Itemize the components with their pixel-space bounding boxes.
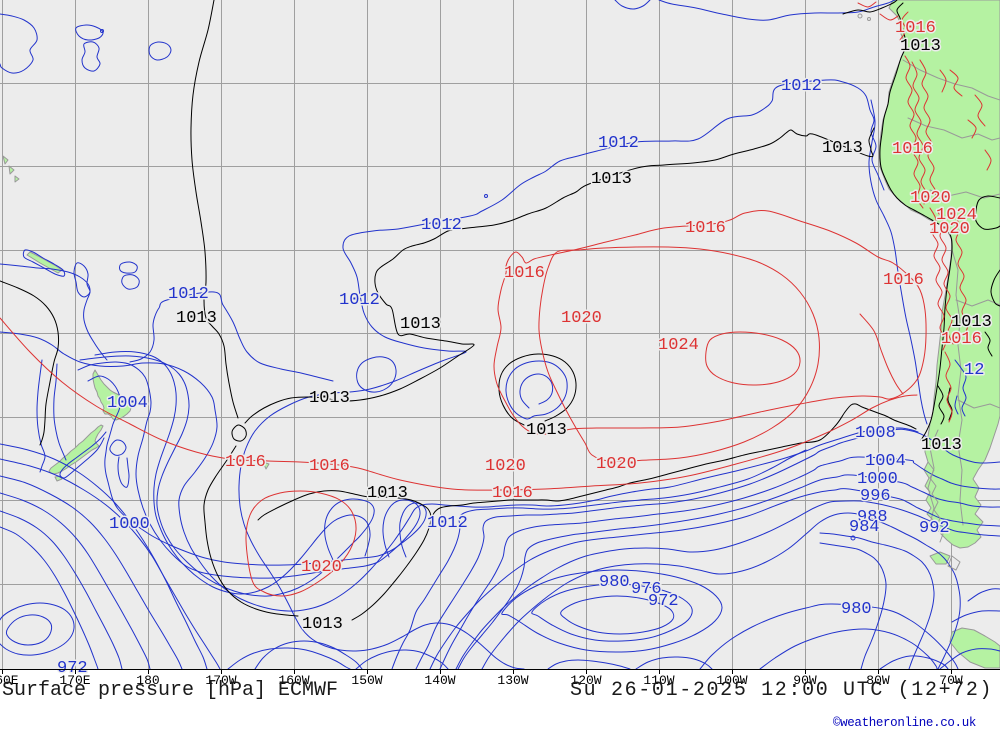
- svg-text:976: 976: [631, 580, 662, 599]
- svg-text:170W: 170W: [205, 673, 236, 688]
- svg-text:980: 980: [599, 573, 630, 592]
- svg-text:160W: 160W: [278, 673, 309, 688]
- svg-text:972: 972: [648, 592, 679, 611]
- svg-text:100W: 100W: [716, 673, 747, 688]
- svg-text:150W: 150W: [351, 673, 382, 688]
- svg-text:1013: 1013: [900, 37, 941, 56]
- svg-text:1016: 1016: [492, 484, 533, 503]
- svg-text:1020: 1020: [910, 189, 951, 208]
- svg-text:984: 984: [849, 518, 880, 537]
- svg-text:1016: 1016: [225, 453, 266, 472]
- svg-text:1000: 1000: [109, 515, 150, 534]
- svg-text:1016: 1016: [892, 140, 933, 159]
- svg-text:1020: 1020: [301, 558, 342, 577]
- svg-text:70W: 70W: [939, 673, 963, 688]
- svg-text:1012: 1012: [421, 216, 462, 235]
- svg-text:1013: 1013: [400, 315, 441, 334]
- svg-text:972: 972: [57, 659, 88, 678]
- svg-text:1012: 1012: [781, 77, 822, 96]
- svg-text:120W: 120W: [570, 673, 601, 688]
- svg-text:1024: 1024: [936, 206, 977, 225]
- svg-text:1016: 1016: [685, 219, 726, 238]
- svg-text:1020: 1020: [929, 220, 970, 239]
- svg-text:1012: 1012: [339, 291, 380, 310]
- svg-text:992: 992: [919, 519, 950, 538]
- svg-text:1013: 1013: [309, 389, 350, 408]
- svg-text:1008: 1008: [855, 424, 896, 443]
- svg-text:996: 996: [860, 487, 891, 506]
- svg-text:180: 180: [136, 673, 159, 688]
- svg-text:12: 12: [964, 361, 984, 380]
- svg-text:110W: 110W: [643, 673, 674, 688]
- svg-text:1012: 1012: [427, 514, 468, 533]
- svg-text:1013: 1013: [822, 139, 863, 158]
- svg-text:1013: 1013: [367, 484, 408, 503]
- svg-text:1004: 1004: [865, 452, 906, 471]
- svg-text:130W: 130W: [497, 673, 528, 688]
- svg-text:1020: 1020: [596, 455, 637, 474]
- svg-text:1013: 1013: [591, 170, 632, 189]
- svg-text:988: 988: [857, 508, 888, 527]
- svg-text:1016: 1016: [883, 271, 924, 290]
- svg-text:Surface pressure [hPa] ECMWF: Surface pressure [hPa] ECMWF: [2, 679, 338, 702]
- svg-text:1024: 1024: [658, 336, 699, 355]
- svg-text:1012: 1012: [598, 134, 639, 153]
- svg-text:1013: 1013: [921, 436, 962, 455]
- svg-text:80W: 80W: [866, 673, 890, 688]
- svg-text:1013: 1013: [176, 309, 217, 328]
- svg-text:90W: 90W: [793, 673, 817, 688]
- svg-text:©weatheronline.co.uk: ©weatheronline.co.uk: [833, 716, 976, 730]
- svg-text:170E: 170E: [59, 673, 90, 688]
- svg-text:Su 26-01-2025 12:00 UTC (12+72: Su 26-01-2025 12:00 UTC (12+72): [570, 679, 993, 702]
- svg-text:1013: 1013: [526, 421, 567, 440]
- svg-text:1013: 1013: [951, 313, 992, 332]
- svg-text:1004: 1004: [107, 394, 148, 413]
- svg-text:1012: 1012: [168, 285, 209, 304]
- svg-text:1000: 1000: [857, 470, 898, 489]
- svg-text:1016: 1016: [504, 264, 545, 283]
- svg-text:1016: 1016: [941, 330, 982, 349]
- svg-text:1016: 1016: [309, 457, 350, 476]
- svg-text:140W: 140W: [424, 673, 455, 688]
- svg-text:1020: 1020: [485, 457, 526, 476]
- svg-text:1013: 1013: [302, 615, 343, 634]
- svg-text:1016: 1016: [895, 19, 936, 38]
- svg-text:1020: 1020: [561, 309, 602, 328]
- svg-text:980: 980: [841, 600, 872, 619]
